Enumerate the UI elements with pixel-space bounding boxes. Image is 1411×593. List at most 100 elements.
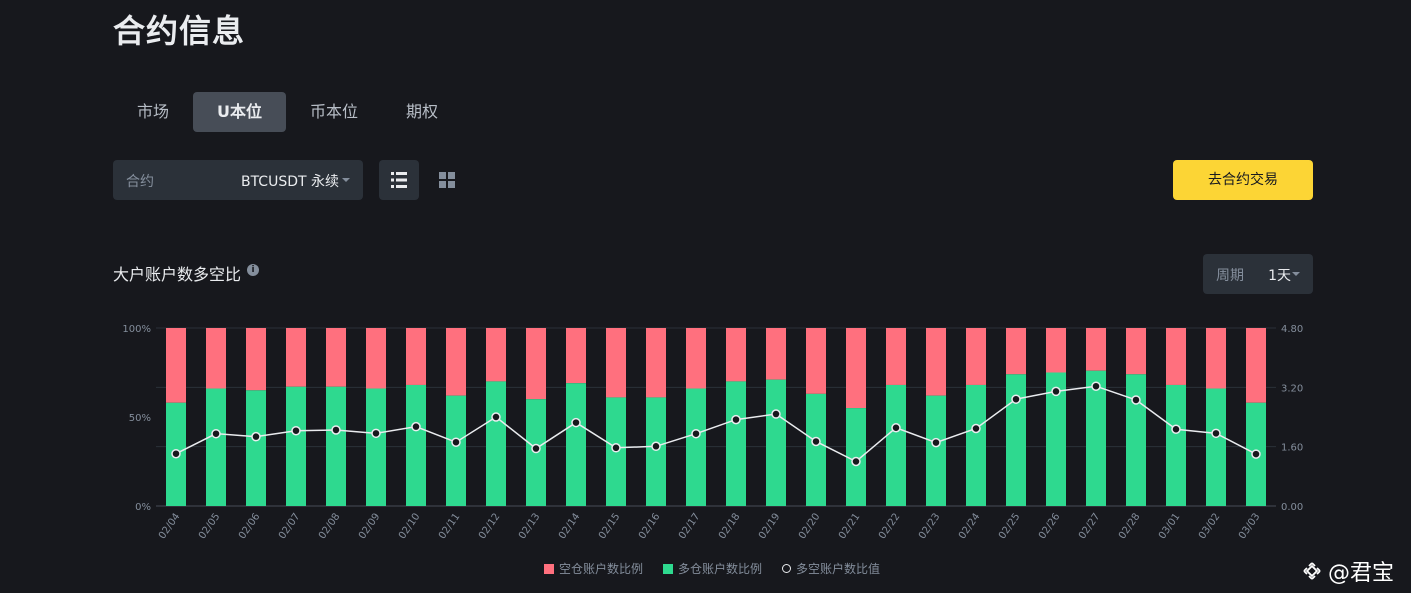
legend-label-short: 空仓账户数比例 bbox=[559, 562, 644, 576]
short-bar bbox=[206, 328, 226, 389]
y-left-tick-label: 50% bbox=[129, 413, 151, 424]
ratio-point bbox=[411, 421, 421, 432]
long-bar bbox=[726, 381, 746, 506]
short-bar bbox=[846, 328, 866, 409]
x-tick-label: 03/01 bbox=[1157, 511, 1183, 541]
short-bar bbox=[806, 328, 826, 394]
long-bar bbox=[566, 383, 586, 506]
contract-value: BTCUSDT 永续 bbox=[240, 174, 339, 190]
long-bar bbox=[486, 381, 506, 506]
short-bar bbox=[1006, 328, 1026, 375]
ratio-point bbox=[771, 409, 781, 419]
long-bar bbox=[1046, 372, 1066, 506]
x-tick-label: 02/17 bbox=[677, 511, 703, 541]
ratio-point bbox=[971, 423, 981, 434]
ratio-point bbox=[931, 437, 941, 448]
chart-legend: 空仓账户数比例 多仓账户数比例 多空账户数比值 bbox=[544, 560, 900, 577]
tab-bar: 市场 U本位 币本位 期权 bbox=[113, 92, 462, 132]
grid-icon bbox=[439, 172, 455, 188]
ratio-point bbox=[371, 428, 381, 439]
y-right-tick-label: 4.80 bbox=[1281, 324, 1303, 335]
y-left-tick-label: 0% bbox=[135, 502, 151, 513]
ratio-point bbox=[811, 436, 821, 447]
long-bar bbox=[966, 384, 986, 506]
ratio-point bbox=[1131, 395, 1141, 405]
x-tick-label: 02/22 bbox=[877, 511, 903, 541]
legend-item-long[interactable]: 多仓账户数比例 bbox=[663, 560, 762, 577]
ratio-point bbox=[211, 428, 221, 439]
long-bar bbox=[206, 388, 226, 506]
y-right-tick-label: 1.60 bbox=[1281, 443, 1303, 454]
ratio-point bbox=[891, 423, 901, 433]
tab-options[interactable]: 期权 bbox=[406, 102, 439, 121]
ratio-point bbox=[1251, 449, 1261, 459]
y-left-tick-label: 100% bbox=[122, 324, 151, 335]
x-tick-label: 02/28 bbox=[1117, 511, 1143, 541]
tab-market[interactable]: 市场 bbox=[137, 102, 170, 121]
short-bar bbox=[326, 328, 346, 387]
ratio-point bbox=[331, 425, 341, 435]
long-bar bbox=[686, 388, 706, 506]
binance-logo-icon bbox=[1303, 562, 1321, 580]
long-bar bbox=[446, 395, 466, 506]
legend-label-ratio: 多空账户数比值 bbox=[796, 562, 881, 576]
ratio-point bbox=[1051, 386, 1061, 397]
short-bar bbox=[1046, 328, 1066, 373]
short-bar bbox=[286, 328, 306, 387]
short-bar bbox=[1126, 328, 1146, 375]
x-tick-label: 02/04 bbox=[157, 511, 183, 541]
tab-usdt-margined[interactable]: U本位 bbox=[193, 92, 287, 132]
x-tick-label: 02/16 bbox=[637, 511, 663, 541]
long-bar bbox=[1006, 374, 1026, 506]
short-bar bbox=[246, 328, 266, 391]
ratio-point bbox=[1091, 381, 1101, 391]
info-icon[interactable]: i bbox=[247, 264, 259, 276]
tab-coin-margined[interactable]: 币本位 bbox=[310, 102, 359, 121]
x-tick-label: 02/20 bbox=[797, 511, 823, 541]
ratio-point bbox=[171, 448, 181, 459]
long-bar bbox=[1086, 370, 1106, 506]
page-title: 合约信息 bbox=[113, 12, 246, 50]
long-bar bbox=[246, 390, 266, 506]
grid-view-button[interactable] bbox=[427, 160, 467, 200]
short-bar bbox=[686, 328, 706, 389]
go-to-futures-trading-button[interactable]: 去合约交易 bbox=[1173, 160, 1313, 200]
long-bar bbox=[926, 395, 946, 506]
x-tick-label: 02/11 bbox=[437, 511, 463, 541]
ratio-point bbox=[571, 417, 581, 428]
ratio-point bbox=[731, 414, 741, 425]
short-bar bbox=[1246, 328, 1266, 403]
period-select[interactable]: 周期 1天 bbox=[1203, 254, 1313, 294]
short-bar bbox=[926, 328, 946, 396]
ratio-point bbox=[1171, 424, 1181, 434]
ratio-point bbox=[451, 437, 461, 447]
x-tick-label: 02/08 bbox=[317, 511, 343, 541]
x-tick-label: 02/06 bbox=[237, 511, 263, 541]
legend-swatch-long bbox=[663, 563, 674, 574]
ratio-point bbox=[1011, 394, 1021, 404]
chevron-down-icon bbox=[1292, 272, 1300, 276]
list-view-button[interactable] bbox=[379, 160, 419, 200]
y-right-tick-label: 3.20 bbox=[1281, 383, 1303, 394]
long-bar bbox=[366, 388, 386, 506]
x-tick-label: 02/27 bbox=[1077, 511, 1103, 541]
legend-swatch-short bbox=[544, 563, 554, 574]
short-bar bbox=[566, 328, 586, 384]
x-tick-label: 03/02 bbox=[1197, 511, 1223, 541]
contract-label: 合约 bbox=[126, 174, 154, 190]
long-bar bbox=[806, 393, 826, 506]
period-label: 周期 bbox=[1216, 268, 1244, 284]
long-bar bbox=[1166, 384, 1186, 506]
x-tick-label: 02/25 bbox=[997, 511, 1023, 541]
long-short-ratio-chart: 0.00 1.60 3.20 4.80 0% 50% 100% 02/04 02/05 02/06… bbox=[122, 324, 1303, 541]
legend-item-ratio[interactable]: 多空账户数比值 bbox=[782, 560, 880, 577]
contract-select[interactable]: 合约 BTCUSDT 永续 bbox=[113, 160, 363, 200]
x-tick-label: 02/09 bbox=[357, 511, 383, 541]
ratio-point bbox=[531, 443, 541, 454]
short-bar bbox=[726, 328, 746, 382]
ratio-point bbox=[491, 412, 501, 422]
short-bar bbox=[646, 328, 666, 398]
legend-item-short[interactable]: 空仓账户数比例 bbox=[544, 560, 643, 577]
x-tick-label: 02/12 bbox=[477, 511, 503, 541]
ratio-point bbox=[651, 441, 661, 452]
